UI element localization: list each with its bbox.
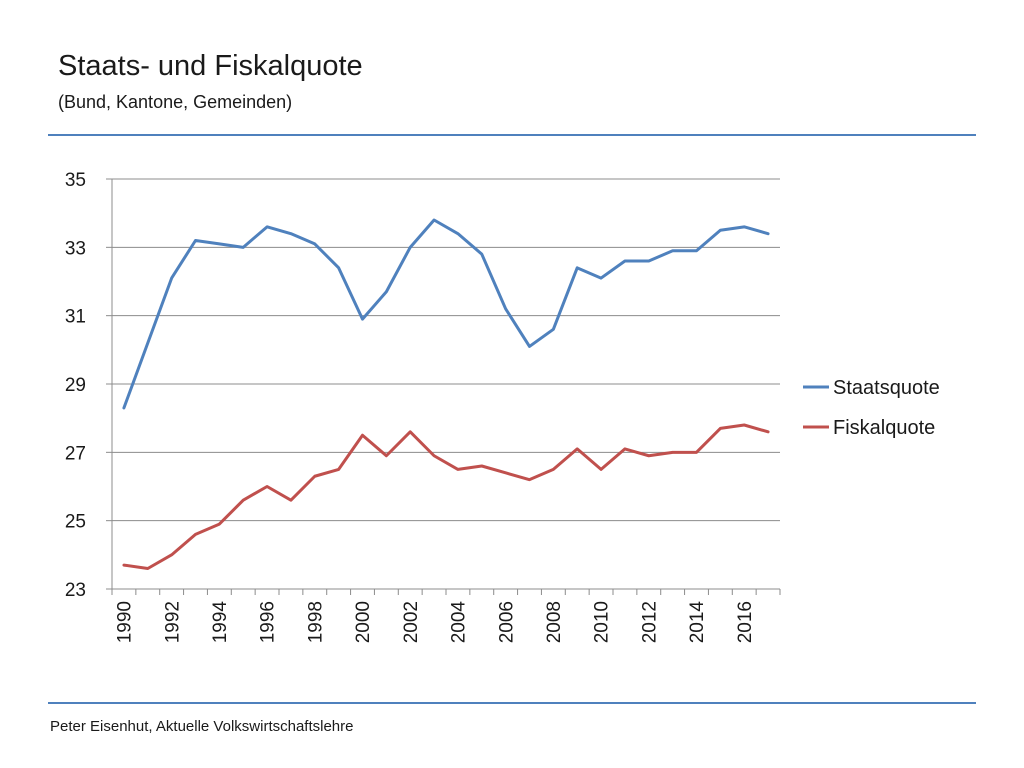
x-tick-label: 2004 (449, 601, 470, 644)
y-tick-label: 27 (65, 443, 86, 464)
y-tick-label: 23 (65, 580, 86, 601)
x-tick-label: 1992 (162, 601, 183, 643)
series-line-staatsquote (122, 218, 770, 410)
x-tick-label: 1994 (210, 601, 231, 644)
x-tick-label: 2014 (687, 601, 708, 644)
series-lines (122, 218, 770, 570)
x-tick-label: 2008 (544, 601, 565, 643)
x-tick-label: 2006 (496, 601, 517, 643)
y-tick-label: 29 (65, 375, 86, 396)
y-tick-label: 35 (65, 170, 86, 191)
y-tick-label: 25 (65, 512, 86, 533)
y-tick-label: 31 (65, 307, 86, 328)
top-divider (48, 134, 976, 136)
line-chart: 23 25 27 29 31 33 35 1990 1992 1994 1996 1998 2000 2… (65, 170, 940, 644)
legend-label-fiskalquote: Fiskalquote (833, 417, 935, 439)
footer-credit: Peter Eisenhut, Aktuelle Volkswirtschaft… (50, 718, 354, 735)
y-axis-tick-labels: 23 25 27 29 31 33 35 (65, 170, 86, 601)
slide-title: Staats- und Fiskalquote (58, 50, 363, 82)
legend: Staatsquote Fiskalquote (803, 377, 940, 439)
x-tick-label: 1990 (115, 601, 136, 643)
x-axis-tick-labels: 1990 1992 1994 1996 1998 2000 2002 2004 2006 2008… (115, 601, 756, 644)
axes (106, 178, 781, 595)
legend-label-staatsquote: Staatsquote (833, 377, 940, 399)
bottom-divider (48, 702, 976, 704)
x-tick-label: 1996 (258, 601, 279, 643)
x-tick-label: 2002 (401, 601, 422, 643)
series-line-fiskalquote (122, 423, 770, 570)
x-tick-label: 2016 (735, 601, 756, 643)
x-tick-label: 1998 (305, 601, 326, 643)
slide-subtitle: (Bund, Kantone, Gemeinden) (58, 92, 293, 112)
y-tick-label: 33 (65, 238, 86, 259)
x-tick-label: 2012 (639, 601, 660, 643)
x-tick-label: 2010 (592, 601, 613, 643)
x-tick-label: 2000 (353, 601, 374, 643)
